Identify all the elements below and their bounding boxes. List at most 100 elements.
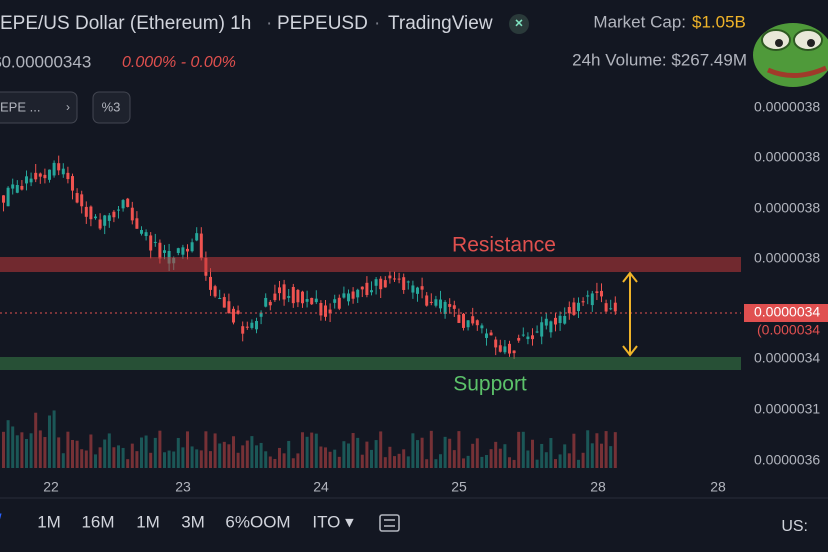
candle-body (356, 289, 360, 298)
volume-bar (259, 442, 263, 468)
volume-bar (374, 440, 378, 468)
volume-bar (466, 455, 470, 468)
candle-body (259, 312, 263, 317)
volume-bar (222, 441, 226, 468)
volume-bar (379, 431, 383, 468)
volume-bar (526, 450, 530, 468)
volume-bar (227, 444, 231, 468)
range-arrow (622, 271, 638, 357)
volume (2, 410, 617, 468)
volume-bar (388, 446, 392, 468)
volume-bar (365, 441, 369, 468)
volume-bar (287, 440, 291, 468)
volume-bar (195, 449, 199, 468)
volume-bar (213, 433, 217, 468)
volume-bar (577, 459, 580, 468)
candle-body (581, 301, 585, 303)
volume-bar (103, 439, 107, 468)
timeframe-button[interactable]: 16M (81, 512, 114, 531)
svg-text:×: × (515, 15, 523, 31)
volume-bar (172, 451, 176, 468)
candle-body (517, 337, 521, 341)
dropdown-label: EPE ... (0, 99, 40, 114)
avatar (753, 23, 828, 87)
volume-bar (163, 452, 166, 468)
timeframe-button[interactable]: 1M (37, 512, 61, 531)
candle-body (521, 334, 525, 336)
candle-body (402, 277, 406, 290)
candle-body (75, 193, 79, 203)
volume-bar (117, 445, 120, 468)
timeframe-button[interactable]: 1M (136, 512, 160, 531)
volume-bar (356, 437, 360, 468)
volume-bar (158, 430, 162, 468)
volume-bar (245, 440, 249, 468)
volume-bar (38, 430, 42, 468)
time-axis-label: 24 (313, 479, 329, 495)
candle-body (66, 172, 70, 180)
timeframe-button[interactable]: 6%OOM (225, 512, 290, 531)
volume-bar (567, 453, 571, 468)
price-axis-label: 0.0000031 (754, 401, 820, 417)
candle-body (176, 248, 180, 253)
volume-bar (305, 436, 309, 468)
candle-body (209, 276, 212, 290)
candle-body (498, 345, 502, 352)
candle-body (563, 315, 567, 324)
candle-body (236, 310, 240, 314)
volume-bar (554, 459, 557, 468)
candle-body (324, 305, 327, 317)
price-axis-label: 0.0000034 (754, 350, 820, 366)
time-axis-label: 28 (590, 479, 606, 495)
candle-body (342, 293, 346, 298)
volume-bar (218, 443, 222, 468)
volume-bar (420, 437, 424, 468)
volume-bar (232, 436, 235, 468)
candle-body (38, 173, 42, 177)
timeframe-button[interactable]: 3M (181, 512, 205, 531)
candle-body (577, 302, 580, 312)
candle-body (126, 198, 130, 207)
market-cap-label: Market Cap: (593, 12, 686, 31)
volume-bar (66, 431, 70, 468)
indicator-button[interactable]: %3 (92, 91, 131, 124)
volume-bar (94, 454, 97, 468)
price-change: 0.000% - 0.00% (122, 54, 236, 71)
symbol-dropdown[interactable]: EPE ... › (0, 91, 78, 124)
timeframe-button[interactable]: ITO ▾ (312, 512, 354, 531)
volume-bar (572, 433, 576, 468)
volume-bar (25, 438, 28, 468)
layout-button[interactable] (379, 514, 400, 532)
symbol: PEPEUSD (277, 13, 368, 34)
volume-bar (494, 441, 498, 468)
volume-bar (75, 440, 79, 468)
candle-body (222, 297, 226, 308)
volume-bar (176, 437, 180, 468)
support-label: Support (453, 373, 527, 396)
volume-bar (406, 456, 410, 468)
candle-body (291, 286, 295, 304)
volume-bar (503, 444, 507, 468)
volume-bar (34, 412, 38, 468)
volume-bar (48, 415, 51, 468)
candle-body (278, 287, 281, 294)
svg-text:›: › (66, 100, 70, 114)
candle-body (333, 299, 337, 303)
candle-body (29, 178, 33, 183)
candle-body (485, 333, 488, 338)
volume-bar (241, 445, 245, 468)
candle-body (535, 331, 539, 333)
candle-body (489, 332, 493, 336)
candle-body (213, 286, 217, 297)
candle-body (480, 325, 484, 329)
volume-bar (52, 410, 56, 468)
close-button[interactable]: × (509, 14, 529, 34)
volume-bar (167, 450, 171, 468)
volume-bar (448, 438, 452, 468)
candle-body (406, 281, 410, 283)
candle-body (425, 295, 429, 306)
candle-body (416, 287, 419, 294)
price-axis-label: 0.0000038 (754, 99, 820, 115)
candle-body (282, 284, 286, 300)
volume-bar (521, 431, 525, 468)
